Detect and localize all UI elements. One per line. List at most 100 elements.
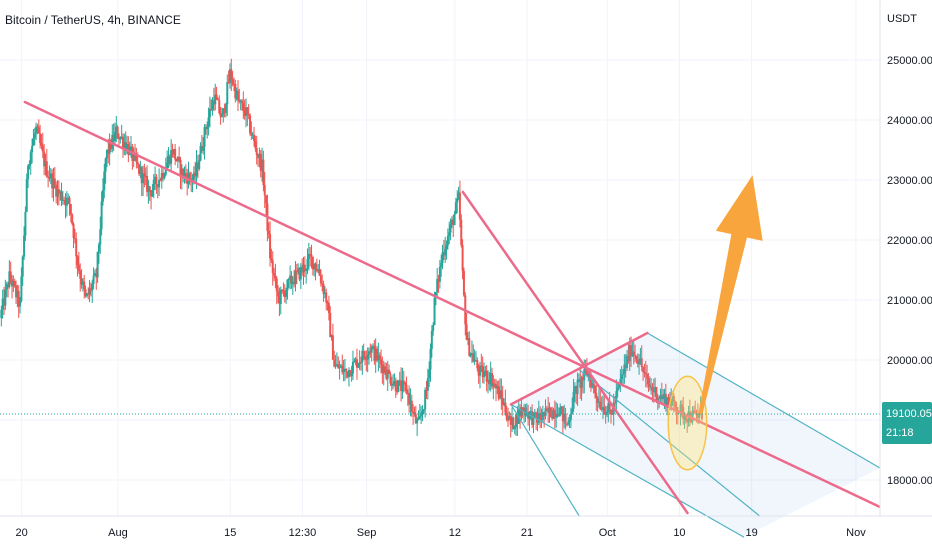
candle-body (196, 162, 199, 170)
candle-body (311, 256, 314, 270)
candle-body (632, 351, 635, 355)
candle-body (355, 359, 358, 368)
last-price-value: 19100.05 (886, 408, 932, 420)
candle-body (67, 197, 70, 199)
candle-body (384, 366, 387, 373)
candle-body (420, 414, 423, 417)
candle-body (642, 367, 645, 372)
candle-body (117, 137, 120, 140)
candle-body (182, 168, 185, 178)
candle-body (55, 184, 58, 197)
candle-body (536, 417, 539, 423)
candle-body (587, 373, 590, 376)
candle-body (20, 276, 23, 302)
candle-body (438, 266, 441, 282)
candle-body (539, 413, 542, 419)
candle-body (436, 279, 439, 292)
candle-body (216, 99, 219, 101)
candle-body (259, 154, 262, 171)
candle-body (346, 371, 349, 377)
candle-body (581, 376, 584, 381)
candle-body (306, 259, 309, 269)
candle-body (480, 365, 483, 367)
candle-body (174, 149, 177, 160)
candle-body (210, 108, 213, 110)
candle-body (618, 383, 621, 388)
candle-body (389, 373, 392, 384)
candle-body (567, 421, 570, 425)
candle-body (215, 94, 218, 100)
candle-body (672, 396, 675, 402)
candle-body (140, 167, 143, 184)
candle-body (224, 104, 227, 113)
last-price-badge[interactable]: 19100.05 21:18 (882, 401, 932, 444)
candle-body (564, 413, 567, 424)
candle-body (445, 245, 448, 250)
candle-body (44, 161, 47, 167)
candle-body (302, 264, 305, 273)
candle-body (660, 394, 663, 400)
candle-body (397, 380, 400, 392)
candle-body (274, 275, 277, 279)
candle-body (319, 275, 322, 284)
candle-body (158, 179, 161, 188)
candle-body (235, 90, 238, 99)
candle-body (211, 100, 214, 110)
candle-body (495, 384, 498, 389)
candle-body (214, 94, 217, 105)
candle-body (468, 338, 471, 356)
candle-body (1, 298, 4, 310)
candle-body (428, 369, 431, 379)
candle-body (11, 279, 14, 287)
candle-body (491, 373, 494, 387)
time-tick-labels: 20 Aug 15 12:30 Sep 12 21 Oct 10 19 Nov (16, 527, 867, 539)
candle-body (167, 156, 170, 163)
candle-body (202, 146, 205, 151)
trendline-secondary (461, 190, 689, 515)
candle-body (144, 175, 147, 177)
candle-body (293, 281, 296, 285)
candle-body (147, 186, 150, 192)
candle-body (183, 172, 186, 178)
candle-body (79, 271, 82, 279)
candle-body (73, 237, 76, 239)
candle-body (643, 371, 646, 373)
candle-body (28, 164, 31, 166)
candle-body (519, 409, 522, 417)
candle-body (362, 350, 365, 357)
candle-body (19, 301, 22, 307)
candle-body (481, 366, 484, 378)
candle-body (476, 360, 479, 369)
candle-body (376, 348, 379, 361)
candle-body (496, 386, 499, 389)
candle-body (84, 289, 87, 296)
candle-body (469, 353, 472, 356)
candle-body (449, 224, 452, 233)
candle-body (279, 289, 282, 305)
candle-body (576, 379, 579, 395)
price-axis-background (880, 0, 932, 550)
candle-body (569, 414, 572, 420)
candle-body (488, 379, 491, 385)
candle-body (41, 145, 44, 152)
candle-body (667, 397, 670, 403)
candle-body (69, 204, 72, 215)
candle-body (647, 378, 650, 385)
candle-body (385, 372, 388, 379)
candle-body (596, 398, 599, 403)
candle-body (43, 151, 46, 167)
candle-body (671, 396, 674, 401)
candle-body (281, 289, 284, 291)
candle-body (605, 411, 608, 415)
candle-body (413, 412, 416, 415)
candle-body (327, 302, 330, 313)
candle-body (297, 268, 300, 272)
candle-body (553, 410, 556, 418)
candle-body (122, 136, 125, 148)
candle-body (103, 171, 106, 191)
candle-body (12, 280, 15, 287)
candle-body (331, 335, 334, 360)
candle-body (350, 373, 353, 377)
candle-body (400, 380, 403, 392)
